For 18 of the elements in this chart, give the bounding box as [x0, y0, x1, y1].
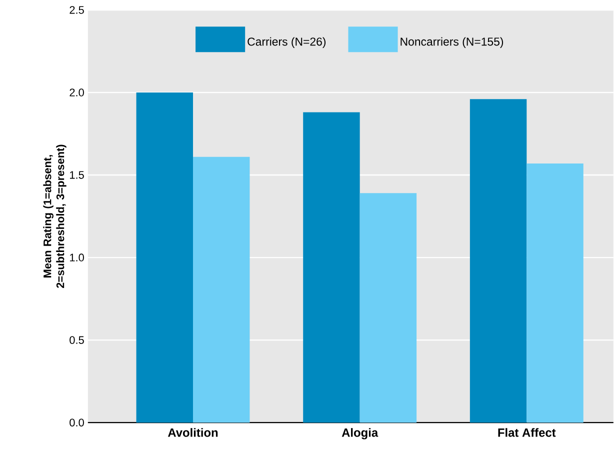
bar [193, 157, 250, 423]
bar [360, 193, 417, 423]
y-tick-label: 1.0 [70, 254, 84, 262]
bar [470, 99, 527, 423]
y-tick-label: 0.5 [70, 336, 84, 344]
y-tick-label: 2.0 [70, 88, 84, 97]
y-tick-label: 1.5 [70, 171, 84, 180]
legend-label: Noncarriers (N=155) [400, 38, 504, 48]
legend-label: Carriers (N=26) [248, 38, 326, 48]
x-tick-label: Flat Affect [498, 428, 556, 438]
x-tick-label: Alogia [342, 428, 378, 440]
bar [526, 164, 584, 423]
bar [303, 112, 360, 423]
x-tick-label: Avolition [168, 428, 218, 438]
bar [136, 92, 194, 423]
y-tick-label: 2.5 [70, 6, 84, 14]
y-axis-title: Mean Rating (1=absent, 2=subthreshold, 3=present) [43, 144, 66, 288]
y-tick-label: 0.0 [70, 418, 84, 427]
